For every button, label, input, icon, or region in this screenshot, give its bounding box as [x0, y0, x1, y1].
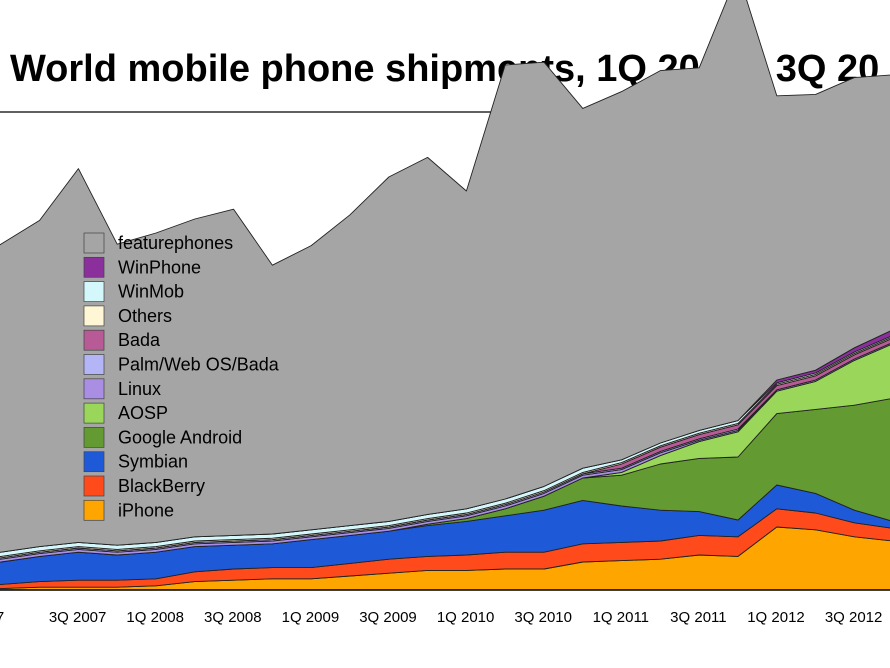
- legend-label: WinPhone: [118, 257, 201, 277]
- legend-swatch: [83, 475, 105, 497]
- legend-swatch: [83, 354, 105, 375]
- legend-label: Bada: [118, 330, 161, 350]
- legend-label: BlackBerry: [118, 476, 205, 496]
- legend: featurephones WinPhone WinMob Others Bada Pal…: [83, 232, 280, 521]
- x-tick-label: 3Q 2009: [359, 609, 417, 626]
- legend-label: WinMob: [118, 282, 184, 302]
- legend-label: featurephones: [118, 233, 233, 253]
- legend-item-symbian: Symbian: [83, 451, 188, 473]
- legend-swatch: [83, 378, 105, 400]
- legend-swatch: [83, 256, 105, 278]
- x-tick-label: 1Q 2010: [437, 609, 495, 626]
- x-tick-label: 3Q 2007: [49, 609, 107, 626]
- x-tick-label: 3Q 2010: [514, 609, 572, 626]
- legend-item-aosp: AOSP: [83, 402, 168, 424]
- legend-swatch: [83, 451, 105, 473]
- legend-swatch: [83, 281, 105, 302]
- legend-label: Symbian: [118, 452, 188, 472]
- x-tick-label: 1Q 2011: [593, 609, 649, 626]
- legend-swatch: [83, 499, 105, 521]
- x-tick-label: 3Q 2011: [670, 609, 726, 626]
- legend-item-palm-web-os-bada: Palm/Web OS/Bada: [83, 354, 280, 375]
- legend-item-others: Others: [83, 305, 172, 327]
- area-featurephones: [0, 0, 890, 553]
- x-tick-label: 7: [0, 609, 4, 626]
- legend-item-featurephones: featurephones: [83, 232, 233, 254]
- legend-item-winphone: WinPhone: [83, 256, 201, 278]
- x-axis-tick-labels: 7 3Q 2007 1Q 2008 3Q 2008 1Q 2009 3Q 2009 1Q 2…: [0, 609, 883, 626]
- legend-label: iPhone: [118, 500, 174, 520]
- legend-swatch: [83, 305, 105, 327]
- legend-label: Linux: [118, 379, 161, 399]
- x-tick-label: 1Q 2012: [747, 609, 805, 626]
- x-tick-label: 1Q 2009: [282, 609, 340, 626]
- legend-item-google-android: Google Android: [83, 427, 242, 448]
- legend-item-bada: Bada: [83, 329, 161, 351]
- area-layers: [0, 0, 890, 591]
- legend-item-winmob: WinMob: [83, 281, 184, 302]
- legend-item-blackberry: BlackBerry: [83, 475, 205, 497]
- legend-item-linux: Linux: [83, 378, 161, 400]
- x-tick-label: 3Q 2012: [825, 609, 883, 626]
- legend-label: Palm/Web OS/Bada: [118, 355, 280, 375]
- legend-label: AOSP: [118, 403, 168, 423]
- x-tick-label: 1Q 2008: [126, 609, 184, 626]
- legend-swatch: [83, 402, 105, 424]
- legend-item-iphone: iPhone: [83, 499, 174, 521]
- legend-swatch: [83, 232, 105, 254]
- legend-swatch: [83, 427, 105, 448]
- x-tick-label: 3Q 2008: [204, 609, 262, 626]
- legend-label: Google Android: [118, 427, 242, 447]
- legend-label: Others: [118, 306, 172, 326]
- legend-swatch: [83, 329, 105, 351]
